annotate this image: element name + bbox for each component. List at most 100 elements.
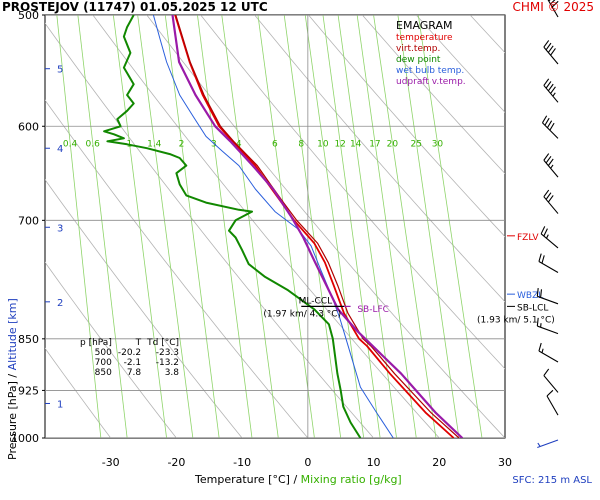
grid-layer: [45, 15, 505, 438]
table-cell: -20.2: [117, 348, 142, 358]
table-cell: -13.2: [155, 358, 180, 368]
x-tick-label: 20: [432, 456, 446, 469]
x-tick-label: -30: [102, 456, 120, 469]
x-axis-label-temp: Temperature [°C]: [195, 473, 290, 486]
chart-legend: EMAGRAM temperature virt.temp. dew point…: [396, 20, 466, 88]
mixing-ratio-line: [373, 15, 437, 438]
wind-barb-flag: [543, 189, 550, 198]
y-tick-label: 925: [18, 384, 39, 397]
wind-barb-flag: [548, 0, 551, 2]
mixing-ratio-label: 20: [387, 139, 399, 149]
table-cell: 500: [94, 348, 112, 358]
wind-barb-flag: [538, 253, 542, 262]
mixing-ratio-label: 1.4: [147, 139, 162, 149]
wind-barb-staff: [537, 295, 559, 305]
table-header-row: p [hPa] T Td [°C]: [80, 338, 185, 348]
legend-item-virt-temp: virt.temp.: [396, 44, 441, 54]
table-row: 850 7.8 3.8: [80, 368, 185, 378]
chart-title: PROSTEJOV (11747) 01.05.2025 12 UTC: [2, 0, 268, 14]
table-cell: 700: [94, 358, 112, 368]
series-temperature-line: [174, 15, 455, 438]
wind-barb: [541, 115, 559, 139]
wind-barb-flag: [540, 226, 546, 235]
wind-barb-flag: [543, 368, 550, 376]
mixing-ratio-line: [221, 15, 279, 438]
wind-barb-half-flag: [537, 442, 541, 447]
mixing-ratio-line: [164, 15, 220, 438]
wind-barb-flag: [550, 0, 556, 5]
wind-barb-staff: [543, 85, 559, 103]
y-axis-label-pressure: Pressure [hPa]: [6, 381, 19, 460]
wind-barb-staff: [538, 261, 559, 273]
dry-adiabat: [146, 15, 505, 438]
mixing-ratio-line: [337, 15, 397, 438]
series-wet-bulb-temp-line: [152, 15, 394, 438]
y-tick-label: 700: [18, 214, 39, 227]
mixing-ratio-label: 6: [272, 139, 278, 149]
dry-adiabat: [45, 347, 112, 438]
wind-barb-flag: [545, 81, 552, 89]
table-header-t: T: [135, 338, 142, 348]
mixing-ratio-label: 4: [236, 139, 242, 149]
table-cell: -23.3: [155, 348, 180, 358]
wind-barb: [537, 439, 559, 449]
wind-barb-flag: [550, 48, 556, 56]
wind-barb-flag: [543, 78, 550, 86]
y-axis-label-sep: /: [6, 373, 19, 378]
series-udpraft-v-temp-line: [171, 15, 464, 438]
mixing-ratio-label: 8: [298, 139, 304, 149]
y-axis-label: Pressure [hPa] / Altitude [km]: [6, 298, 19, 460]
altitude-tick-label: 5: [57, 65, 63, 76]
series-layer: [103, 15, 464, 438]
series-dew-point-line: [103, 15, 362, 438]
wind-barb: [543, 78, 559, 103]
table-cell: 7.8: [126, 368, 142, 378]
wind-barb: [543, 189, 559, 214]
mixing-ratio-line: [137, 15, 194, 438]
wind-barb: [540, 226, 559, 249]
wind-barb-half-flag: [546, 234, 549, 239]
wind-barb-flag: [547, 45, 554, 53]
mixing-ratio-line: [197, 15, 253, 438]
y-tick-label: 500: [18, 9, 39, 22]
dry-adiabat: [92, 15, 440, 438]
wind-barb-half-flag: [552, 92, 556, 97]
y-tick-label: 850: [18, 333, 39, 346]
dry-adiabat: [254, 15, 505, 303]
legend-item-updraft: udpraft v.temp.: [396, 77, 466, 87]
wind-barb-staff: [538, 350, 559, 363]
wind-barb-flag: [545, 155, 552, 164]
mixing-ratio-line: [397, 15, 460, 438]
wind-barb: [538, 342, 559, 363]
x-tick-label: 10: [367, 456, 381, 469]
dry-adiabat: [45, 22, 374, 438]
wind-barb-staff: [546, 395, 559, 416]
altitude-tick-label: 2: [57, 298, 63, 309]
ml-ccl-value: (1.97 km/ 4.3 °C): [263, 309, 341, 319]
sounding-table: p [hPa] T Td [°C] 500 -20.2 -23.3 700 -2…: [80, 338, 185, 378]
x-tick-label: -10: [233, 456, 251, 469]
mixing-ratio-line: [77, 15, 128, 438]
mixing-ratio-line: [417, 15, 483, 438]
wind-barb-staff: [543, 46, 559, 65]
wind-barb-flag: [543, 40, 550, 48]
wbzl-label: WBZL: [517, 291, 543, 301]
wind-barb-flag: [547, 83, 554, 92]
mixing-ratio-label: 0.6: [86, 139, 101, 149]
wind-barb: [536, 317, 559, 335]
wind-barb-flag: [543, 153, 550, 161]
wind-barb-half-flag: [541, 348, 544, 353]
wind-barb-half-flag: [550, 164, 554, 169]
wind-barb-staff: [537, 325, 559, 335]
wind-barb-flag: [536, 317, 539, 327]
dry-adiabat: [45, 178, 243, 438]
legend-item-dew-point: dew point: [396, 55, 441, 65]
table-row: 500 -20.2 -23.3: [80, 348, 185, 358]
wind-barb: [543, 40, 559, 65]
altitude-tick-label: 3: [57, 223, 63, 234]
wind-barb: [547, 0, 559, 18]
mixing-ratio-line: [257, 15, 315, 438]
legend-item-temperature: temperature: [396, 33, 453, 43]
wind-barb-flag: [546, 389, 554, 397]
mixing-ratio-line: [356, 15, 417, 438]
